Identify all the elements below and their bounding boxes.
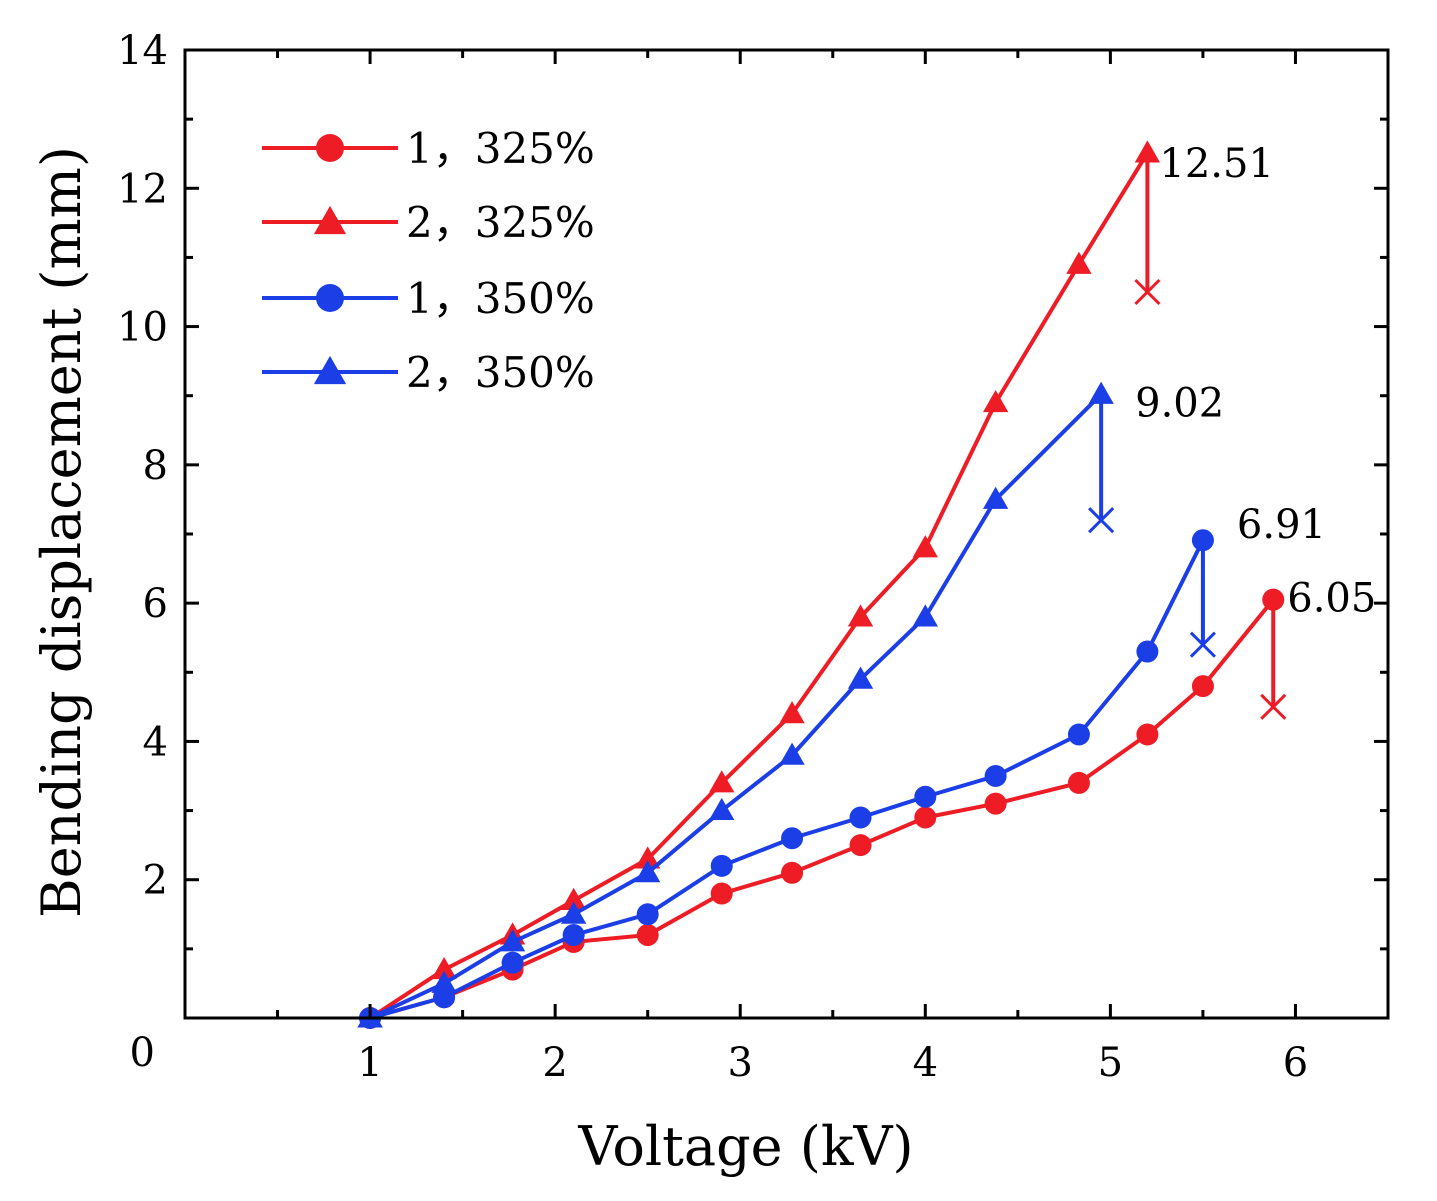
series-line [369, 392, 1103, 1020]
peak-value-label: 9.02 [1135, 380, 1224, 426]
legend-entry-1: 1，325% [262, 124, 595, 173]
data-point [1134, 140, 1161, 163]
data-point [1067, 723, 1090, 746]
y-tick-label: 14 [117, 28, 168, 74]
data-point [779, 701, 805, 724]
y-tick-label: 8 [143, 443, 168, 489]
legend-entry-4: 2，350% [262, 348, 595, 397]
breakdown-cross-mark [1088, 507, 1115, 534]
legend: 1，325% 2，325% 1，350% 2，350% [262, 124, 595, 397]
data-point [431, 970, 457, 993]
data-point [1066, 251, 1092, 274]
y-tick-label: 0 [130, 1030, 155, 1076]
data-point [914, 806, 937, 829]
x-tick-label: 5 [1098, 1040, 1123, 1086]
legend-entry-3: 1，350% [262, 274, 595, 323]
data-point [1136, 640, 1159, 663]
y-axis-title: Bending displacement (mm) [30, 146, 93, 918]
legend-marker [316, 284, 344, 312]
data-point [1088, 381, 1114, 404]
y-tick-label: 12 [117, 166, 168, 212]
x-tick-label: 1 [357, 1040, 382, 1086]
data-point [982, 486, 1009, 509]
data-point [710, 854, 733, 877]
data-point [709, 770, 735, 793]
y-tick-label: 4 [143, 719, 168, 765]
x-axis-title: Voltage (kV) [577, 1115, 913, 1178]
x-tick-label: 4 [913, 1040, 938, 1086]
data-point [781, 827, 804, 850]
series-4 [357, 381, 1115, 1028]
data-point [561, 887, 587, 910]
data-point [984, 792, 1007, 815]
x-tick-label: 3 [728, 1040, 753, 1086]
data-point [635, 860, 661, 883]
data-point [1191, 675, 1214, 698]
legend-label: 1，350% [406, 274, 595, 323]
y-tick-label: 10 [117, 305, 168, 351]
data-point [779, 742, 805, 765]
data-point [1136, 723, 1159, 746]
x-tick-label: 2 [542, 1040, 567, 1086]
data-point [636, 903, 659, 926]
data-point [710, 882, 733, 905]
data-point [912, 604, 938, 627]
legend-marker [313, 205, 347, 235]
data-point [1067, 771, 1090, 794]
legend-label: 1，325% [406, 124, 595, 173]
series-line [368, 151, 1150, 1020]
y-tick-label: 6 [143, 581, 168, 627]
y-tick-label: 2 [143, 858, 168, 904]
data-point [849, 834, 872, 857]
breakdown-cross-mark [1134, 278, 1161, 306]
peak-value-label: 6.05 [1287, 576, 1376, 622]
legend-marker [313, 355, 347, 385]
data-point [849, 806, 872, 829]
legend-entry-2: 2，325% [262, 198, 595, 247]
data-point [431, 956, 457, 980]
breakdown-cross-mark [1260, 693, 1287, 720]
data-point [847, 604, 874, 627]
peak-value-label: 6.91 [1237, 502, 1326, 548]
data-point [984, 765, 1007, 787]
data-point [636, 924, 659, 947]
data-point [847, 666, 874, 689]
peak-value-label: 12.51 [1159, 141, 1274, 187]
breakdown-cross-mark [1189, 631, 1216, 658]
x-tick-label: 6 [1283, 1040, 1308, 1086]
legend-marker [316, 134, 344, 162]
data-point [499, 929, 526, 952]
data-point [635, 846, 661, 869]
data-point [561, 901, 587, 924]
data-point [709, 797, 735, 821]
legend-label: 2，350% [406, 348, 595, 397]
data-point [501, 951, 524, 974]
plot-area: 6.05 12.51 6.91 9.02 [357, 140, 1376, 1029]
data-point [781, 861, 804, 884]
legend-label: 2，325% [406, 198, 595, 247]
data-point [982, 389, 1009, 413]
data-point [914, 785, 937, 808]
data-point [912, 535, 938, 558]
data-point [562, 924, 585, 947]
